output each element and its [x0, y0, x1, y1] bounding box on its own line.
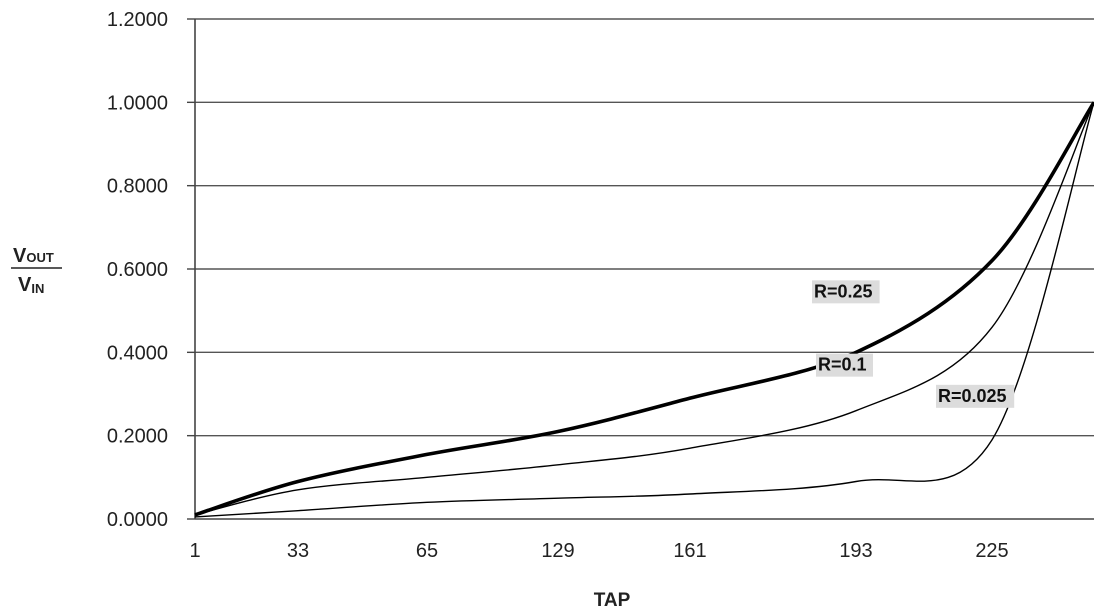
y-tick-label-3: 0.6000 [107, 259, 168, 281]
series-label-bg-r-0-25 [812, 280, 880, 304]
x-tick-label-6: 225 [975, 540, 1008, 562]
y-axis-title: VOUT VIN [11, 245, 62, 296]
y-tick-labels: 0.0000 0.2000 0.4000 0.6000 0.8000 1.0000 1.20… [107, 9, 168, 531]
y-tick-label-1: 0.2000 [107, 426, 168, 448]
x-tick-labels: 1 33 65 129 161 193 225 [189, 540, 1008, 562]
y-tick-label-6: 1.2000 [107, 9, 168, 31]
y-tick-label-0: 0.0000 [107, 509, 168, 531]
series-line-r-0-25 [194, 101, 1094, 517]
y-axis-numerator: VOUT [13, 245, 54, 267]
y-tick-label-5: 1.0000 [107, 92, 168, 114]
x-axis-title: TAP [594, 590, 631, 611]
series-label-r-0-25: R=0.25 [814, 281, 873, 301]
axes [194, 19, 1094, 520]
series-label-r-0-025: R=0.025 [938, 386, 1007, 406]
series-lines [194, 101, 1094, 518]
series-label-bg-r-0-1 [816, 353, 873, 377]
y-axis-denominator: VIN [18, 274, 44, 296]
series-label-bg-r-0-025 [936, 384, 1015, 408]
x-tick-label-0: 1 [189, 540, 200, 562]
series-labels: R=0.25 R=0.1 R=0.025 [812, 280, 1015, 408]
x-tick-label-2: 65 [416, 540, 438, 562]
series-line-r-0-025 [194, 102, 1094, 518]
y-tick-label-4: 0.8000 [107, 176, 168, 198]
x-tick-label-5: 193 [839, 540, 872, 562]
grid-lines [187, 18, 1094, 520]
x-tick-label-3: 129 [541, 540, 574, 562]
x-tick-label-4: 161 [673, 540, 706, 562]
series-label-r-0-1: R=0.1 [818, 355, 867, 375]
x-tick-label-1: 33 [287, 540, 309, 562]
y-tick-label-2: 0.4000 [107, 342, 168, 364]
series-line-r-0-1 [194, 102, 1094, 516]
